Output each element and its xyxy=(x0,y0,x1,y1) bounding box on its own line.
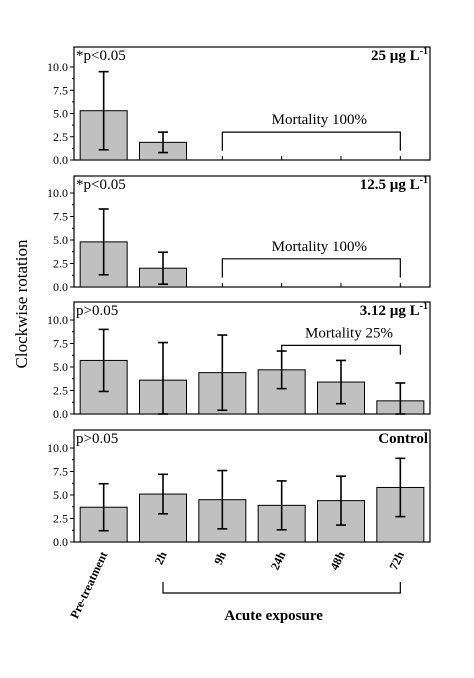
y-tick-label: 7.5 xyxy=(53,83,68,97)
x-tick-label: 2h xyxy=(152,549,170,567)
y-tick-label: 10.0 xyxy=(47,60,68,74)
y-axis-label: Clockwise rotation xyxy=(12,239,31,368)
y-tick-label: 2.5 xyxy=(53,130,68,144)
panel-frame xyxy=(73,46,431,161)
y-tick-label: 0.0 xyxy=(53,535,68,549)
y-tick-label: 7.5 xyxy=(53,210,68,224)
y-tick-label: 0.0 xyxy=(53,407,68,421)
x-group-label: Acute exposure xyxy=(224,608,323,624)
significance-label: *p<0.05 xyxy=(76,48,126,64)
x-tick-label: 24h xyxy=(268,549,289,572)
significance-label: p>0.05 xyxy=(76,431,118,447)
y-tick-label: 10.0 xyxy=(47,186,68,200)
concentration-label: 3.12 µg L-1 xyxy=(360,301,428,319)
acute-exposure-bracket xyxy=(162,582,401,594)
concentration-label: Control xyxy=(378,431,428,447)
chart-panel: 0.0 2.5 5.0 7.5 10.0 *p<0.05 25 µg L-1 Mortalit… xyxy=(47,46,431,167)
y-tick-label: 0.0 xyxy=(53,153,68,167)
chart-panel: 0.0 2.5 5.0 7.5 10.0 *p<0.05 12.5 µg L-1 Mortal… xyxy=(47,175,431,294)
chart-panel: 0.0 2.5 5.0 7.5 10.0 p>0.05 3.12 µg L-1 Mortali… xyxy=(47,301,431,421)
panel-frame xyxy=(73,429,431,543)
x-tick-label: 9h xyxy=(211,549,229,567)
y-tick-label: 2.5 xyxy=(53,384,68,398)
y-tick-label: 5.0 xyxy=(53,360,68,374)
y-tick-label: 10.0 xyxy=(47,441,68,455)
y-tick-label: 2.5 xyxy=(53,257,68,271)
y-tick-label: 10.0 xyxy=(47,313,68,327)
mortality-label: Mortality 25% xyxy=(305,325,393,341)
chart-panel: 0.0 2.5 5.0 7.5 10.0 p>0.05 Control xyxy=(47,429,431,549)
y-tick-label: 0.0 xyxy=(53,280,68,294)
y-tick-label: 7.5 xyxy=(53,337,68,351)
mortality-label: Mortality 100% xyxy=(272,239,367,255)
chart-panels: 0.0 2.5 5.0 7.5 10.0 *p<0.05 25 µg L-1 Mortalit… xyxy=(47,46,431,549)
x-axis: Pre-treatment 2h 9h 24h 48h 72h Acute exposure xyxy=(67,549,407,624)
mortality-bracket xyxy=(281,344,401,355)
y-tick-label: 5.0 xyxy=(53,488,68,502)
x-tick-label: Pre-treatment xyxy=(67,549,110,620)
significance-label: *p<0.05 xyxy=(76,177,126,193)
y-tick-label: 2.5 xyxy=(53,512,68,526)
significance-label: p>0.05 xyxy=(76,303,118,319)
y-tick-label: 5.0 xyxy=(53,107,68,121)
x-tick-label: 48h xyxy=(327,549,348,572)
mortality-label: Mortality 100% xyxy=(272,112,367,128)
y-tick-label: 7.5 xyxy=(53,465,68,479)
x-tick-label: 72h xyxy=(386,549,407,572)
concentration-label: 12.5 µg L-1 xyxy=(360,175,428,193)
mortality-bracket xyxy=(221,258,401,278)
panel-frame xyxy=(73,175,431,288)
y-tick-label: 5.0 xyxy=(53,233,68,247)
panel-frame xyxy=(73,301,431,415)
mortality-bracket xyxy=(221,131,401,151)
concentration-label: 25 µg L-1 xyxy=(371,46,428,64)
